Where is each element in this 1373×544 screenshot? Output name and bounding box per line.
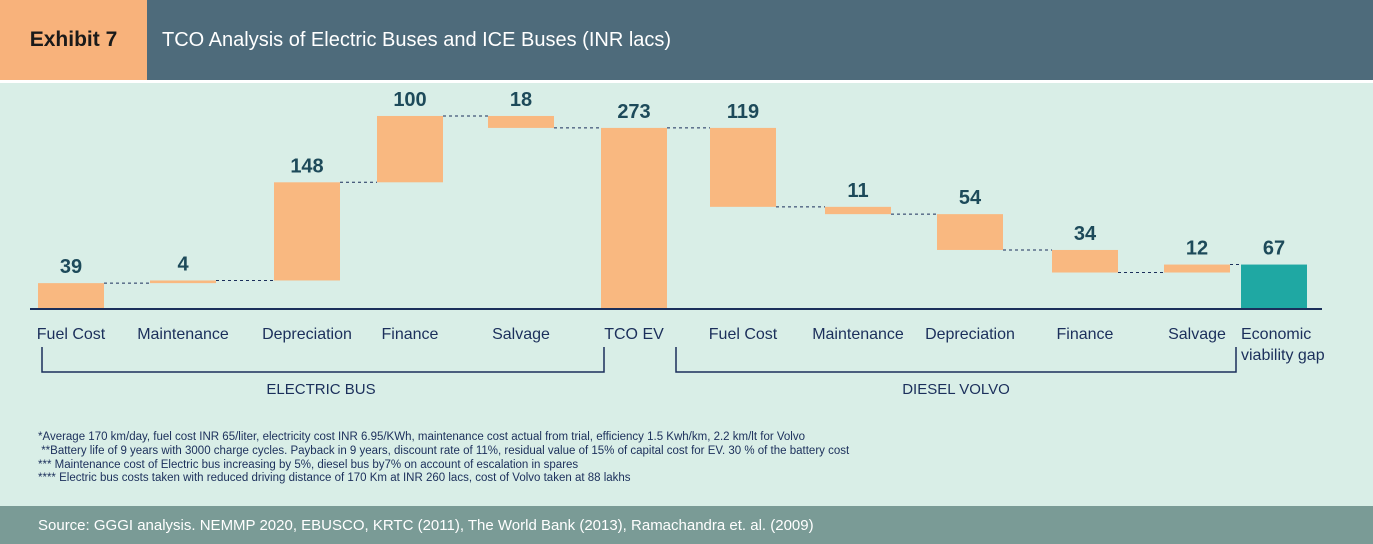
x-tick-label: Salvage — [1168, 326, 1226, 343]
bar — [488, 115, 554, 128]
footnote: **Battery life of 9 years with 3000 char… — [38, 445, 850, 457]
bar — [710, 127, 776, 207]
value-label: 54 — [959, 187, 982, 209]
header-title: TCO Analysis of Electric Buses and ICE B… — [162, 29, 672, 51]
bar — [274, 182, 340, 281]
x-tick-label: Economic viability gap — [1241, 326, 1325, 364]
bar — [601, 127, 667, 309]
group-label: ELECTRIC BUS — [266, 381, 376, 398]
bar — [825, 206, 891, 215]
bar — [1164, 264, 1230, 273]
x-tick-label: Salvage — [492, 326, 550, 343]
footnote: *** Maintenance cost of Electric bus inc… — [38, 459, 579, 471]
x-tick-label: Depreciation — [262, 326, 352, 343]
bar — [1052, 249, 1118, 273]
bar — [377, 115, 443, 183]
value-label: 12 — [1186, 238, 1208, 260]
bar — [150, 280, 216, 284]
group-bracket — [675, 347, 1237, 373]
bar — [38, 283, 104, 309]
group-label: DIESEL VOLVO — [902, 381, 1010, 398]
x-tick-label: Fuel Cost — [36, 326, 106, 343]
value-label: 34 — [1074, 223, 1097, 245]
x-tick-label: Fuel Cost — [708, 326, 778, 343]
x-tick-label: Maintenance — [812, 326, 904, 343]
x-tick-label: Maintenance — [137, 326, 229, 343]
x-tick-label: Finance — [1056, 326, 1114, 343]
value-label: 18 — [510, 89, 532, 111]
separator — [0, 80, 1373, 83]
group-bracket — [41, 347, 605, 373]
bar — [1241, 264, 1307, 309]
value-label: 119 — [727, 101, 759, 123]
value-label: 4 — [177, 253, 189, 275]
footnote: **** Electric bus costs taken with reduc… — [38, 472, 631, 484]
footnote: *Average 170 km/day, fuel cost INR 65/li… — [38, 431, 805, 443]
header-bar: Exhibit 7 TCO Analysis of Electric Buses… — [0, 0, 1373, 80]
source: Source: GGGI analysis. NEMMP 2020, EBUSC… — [0, 506, 1373, 544]
value-label: 67 — [1263, 238, 1285, 260]
bar — [937, 214, 1003, 250]
x-tick-label: TCO EV — [604, 326, 664, 343]
value-label: 100 — [393, 89, 426, 111]
exhibit-label: Exhibit 7 — [0, 0, 147, 80]
value-label: 39 — [60, 256, 82, 278]
value-label: 148 — [290, 155, 323, 177]
value-label: 11 — [847, 180, 868, 202]
x-tick-label: Finance — [381, 326, 439, 343]
value-label: 273 — [617, 101, 650, 123]
x-tick-label: Depreciation — [925, 326, 1015, 343]
